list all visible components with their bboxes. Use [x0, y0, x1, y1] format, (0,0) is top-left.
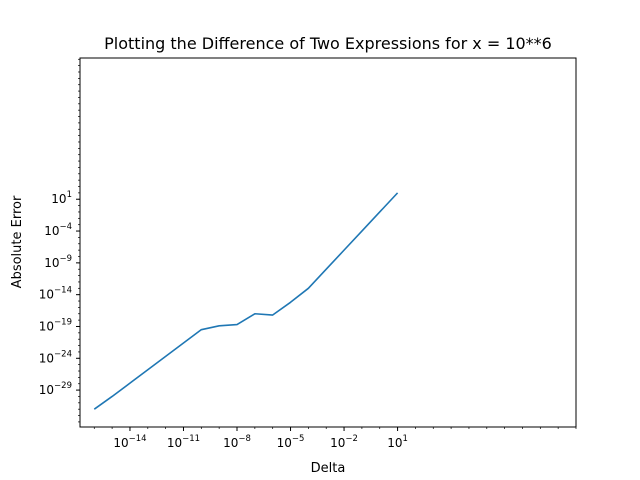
x-tick-label: 10−14: [113, 434, 146, 450]
y-tick-label: 10−4: [44, 222, 72, 238]
x-axis-ticks: 10−14 10−11 10−8 10−5 10−2 101: [93, 427, 577, 450]
x-axis-label: Delta: [311, 461, 346, 476]
series-line-0: [93, 192, 399, 410]
x-tick-label: 10−2: [330, 434, 358, 450]
x-tick-label: 101: [387, 434, 408, 450]
x-tick-label: 10−5: [277, 434, 305, 450]
y-axis-label: Absolute Error: [10, 195, 25, 288]
x-tick-label: 10−11: [167, 434, 200, 450]
plot-area: [93, 192, 399, 410]
y-tick-label: 10−29: [39, 381, 72, 397]
chart-title: Plotting the Difference of Two Expressio…: [104, 34, 552, 53]
y-tick-label: 10−9: [44, 254, 72, 270]
y-tick-label: 10−19: [39, 317, 72, 333]
y-tick-label: 101: [51, 190, 72, 206]
x-tick-label: 10−8: [223, 434, 251, 450]
y-tick-label: 10−14: [39, 286, 72, 302]
y-axis-ticks: 101 10−4 10−9 10−14 10−19 10−24 10−29: [39, 58, 80, 423]
y-tick-label: 10−24: [39, 349, 72, 365]
axes-frame: [79, 57, 577, 428]
